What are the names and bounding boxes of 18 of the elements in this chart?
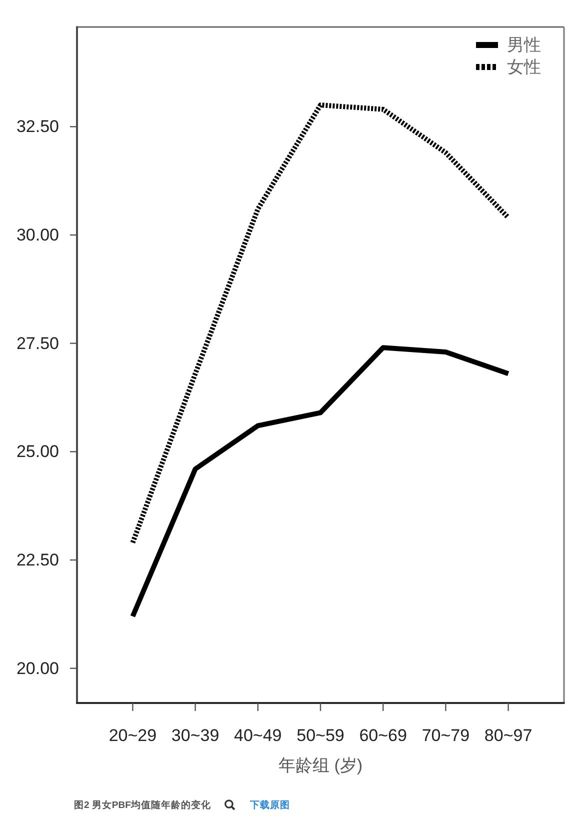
legend-label: 女性 xyxy=(507,58,541,76)
y-tick-label: 25.00 xyxy=(16,442,59,462)
x-axis-title: 年龄组 (岁) xyxy=(278,756,363,775)
x-tick-label: 60~69 xyxy=(359,726,407,745)
x-tick-label: 40~49 xyxy=(234,726,282,745)
x-tick-label: 50~59 xyxy=(296,726,344,745)
x-tick-label: 70~79 xyxy=(422,726,470,745)
y-tick-label: 32.50 xyxy=(16,117,59,136)
caption: 图2 男女PBF均值随年龄的变化 xyxy=(74,799,212,811)
x-tick-label: 80~97 xyxy=(484,726,532,745)
x-tick-label: 20~29 xyxy=(108,726,157,745)
y-tick-label: 27.50 xyxy=(16,334,59,353)
legend-label: 男性 xyxy=(507,36,541,54)
y-tick-label: 20.00 xyxy=(16,658,59,678)
x-tick-label: 30~39 xyxy=(171,726,220,745)
y-tick-label: 22.50 xyxy=(16,550,59,570)
y-tick-label: 30.00 xyxy=(16,226,59,244)
text: 下载原图 xyxy=(248,799,290,811)
